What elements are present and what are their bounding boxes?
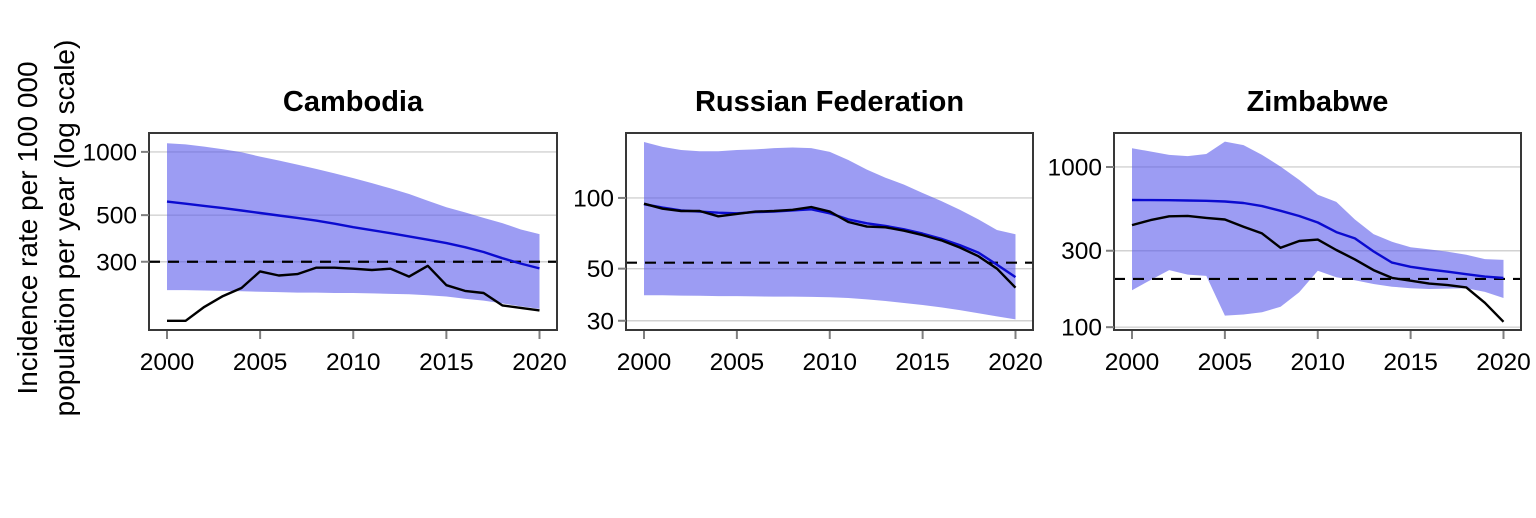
x-tick-label: 2010 <box>802 349 857 376</box>
plot-frame <box>625 132 1034 331</box>
x-tick-label: 2000 <box>140 349 195 376</box>
x-tick-label: 2020 <box>988 349 1043 376</box>
notifications-line <box>1131 214 1505 323</box>
panel-title-cambodia: Cambodia <box>282 86 424 118</box>
uncertainty-band <box>644 142 1016 320</box>
y-tick-label: 300 <box>96 249 137 276</box>
x-tick-label: 2015 <box>895 349 950 376</box>
x-tick-label: 2020 <box>512 349 567 376</box>
x-tick-label: 2005 <box>710 349 765 376</box>
x-tick-label: 2000 <box>617 349 672 376</box>
panel-title-zimbabwe: Zimbabwe <box>1246 86 1389 118</box>
x-tick-label: 2015 <box>419 349 474 376</box>
y-tick-label: 1000 <box>1047 154 1102 181</box>
y-tick-label: 30 <box>587 308 614 335</box>
x-tick-label: 2010 <box>1290 349 1345 376</box>
panel-cambodia: 2000 2005 2010 2015 2020 1000 500 300 <box>82 132 567 376</box>
y-tick-label: 500 <box>96 203 137 230</box>
notifications-line <box>643 202 1017 289</box>
estimate-line <box>1131 198 1504 280</box>
panel-zimbabwe: 2000 2005 2010 2015 2020 1000 300 100 <box>1047 132 1531 376</box>
panel-russian-federation: 2000 2005 2010 2015 2020 100 50 30 <box>573 132 1043 376</box>
x-tick-label: 2000 <box>1105 349 1160 376</box>
x-tick-label: 2010 <box>326 349 381 376</box>
x-tick-label: 2015 <box>1383 349 1438 376</box>
uncertainty-band <box>1132 141 1504 316</box>
x-tick-label: 2005 <box>233 349 288 376</box>
estimate-line <box>166 200 540 270</box>
y-tick-label: 50 <box>587 256 614 283</box>
y-tick-label: 300 <box>1061 238 1102 265</box>
plot-frame <box>148 132 558 331</box>
panel-title-russian-federation: Russian Federation <box>694 86 965 118</box>
x-tick-label: 2005 <box>1198 349 1253 376</box>
y-tick-label: 100 <box>573 185 614 212</box>
x-tick-label: 2020 <box>1476 349 1531 376</box>
plot-frame <box>1113 132 1522 331</box>
y-tick-label: 100 <box>1061 315 1102 342</box>
notifications-line <box>167 264 540 322</box>
y-tick-label: 1000 <box>82 139 137 166</box>
